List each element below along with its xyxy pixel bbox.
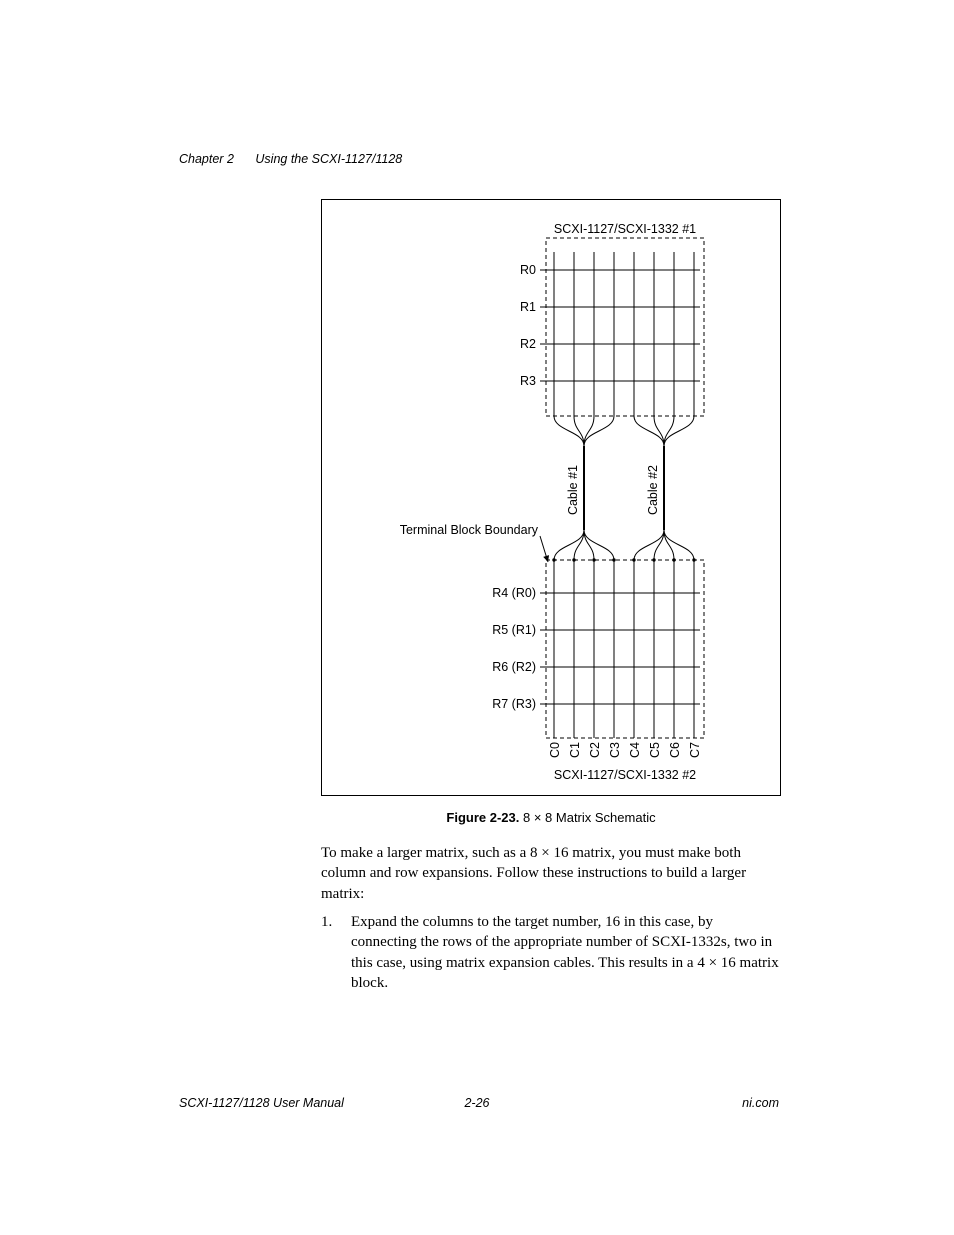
module2-label: SCXI-1127/SCXI-1332 #2 xyxy=(546,768,704,782)
page: Chapter 2 Using the SCXI-1127/1128 SCXI-… xyxy=(0,0,954,1235)
figure-caption-text: 8 × 8 Matrix Schematic xyxy=(523,810,656,825)
page-header: Chapter 2 Using the SCXI-1127/1128 xyxy=(179,152,402,166)
terminal-boundary-label: Terminal Block Boundary xyxy=(370,523,538,537)
schematic-svg xyxy=(322,200,782,797)
row-label-r3: R3 xyxy=(492,374,536,388)
row-label-r4: R4 (R0) xyxy=(470,586,536,600)
row-label-r6: R6 (R2) xyxy=(470,660,536,674)
module1-label: SCXI-1127/SCXI-1332 #1 xyxy=(546,222,704,236)
row-label-r1: R1 xyxy=(492,300,536,314)
list-item-1-num: 1. xyxy=(321,912,332,932)
col-label-c3: C3 xyxy=(608,742,622,758)
list-item-1: 1. Expand the columns to the target numb… xyxy=(321,912,781,993)
col-label-c0: C0 xyxy=(548,742,562,758)
col-label-c5: C5 xyxy=(648,742,662,758)
figure-schematic: SCXI-1127/SCXI-1332 #1 SCXI-1127/SCXI-13… xyxy=(321,199,781,796)
col-label-c2: C2 xyxy=(588,742,602,758)
row-label-r0: R0 xyxy=(492,263,536,277)
cable2-label: Cable #2 xyxy=(646,465,660,515)
footer-site: ni.com xyxy=(742,1096,779,1110)
row-label-r5: R5 (R1) xyxy=(470,623,536,637)
col-label-c1: C1 xyxy=(568,742,582,758)
col-label-c6: C6 xyxy=(668,742,682,758)
figure-caption-label: Figure 2-23. xyxy=(446,810,519,825)
paragraph-1: To make a larger matrix, such as a 8 × 1… xyxy=(321,843,781,904)
list-item-1-text: Expand the columns to the target number,… xyxy=(351,912,781,993)
col-label-c4: C4 xyxy=(628,742,642,758)
row-label-r7: R7 (R3) xyxy=(470,697,536,711)
row-label-r2: R2 xyxy=(492,337,536,351)
cable1-label: Cable #1 xyxy=(566,465,580,515)
footer-page-number: 2-26 xyxy=(0,1096,954,1110)
col-label-c7: C7 xyxy=(688,742,702,758)
chapter-number: Chapter 2 xyxy=(179,152,234,166)
figure-caption: Figure 2-23. 8 × 8 Matrix Schematic xyxy=(321,810,781,825)
chapter-title: Using the SCXI-1127/1128 xyxy=(255,152,402,166)
